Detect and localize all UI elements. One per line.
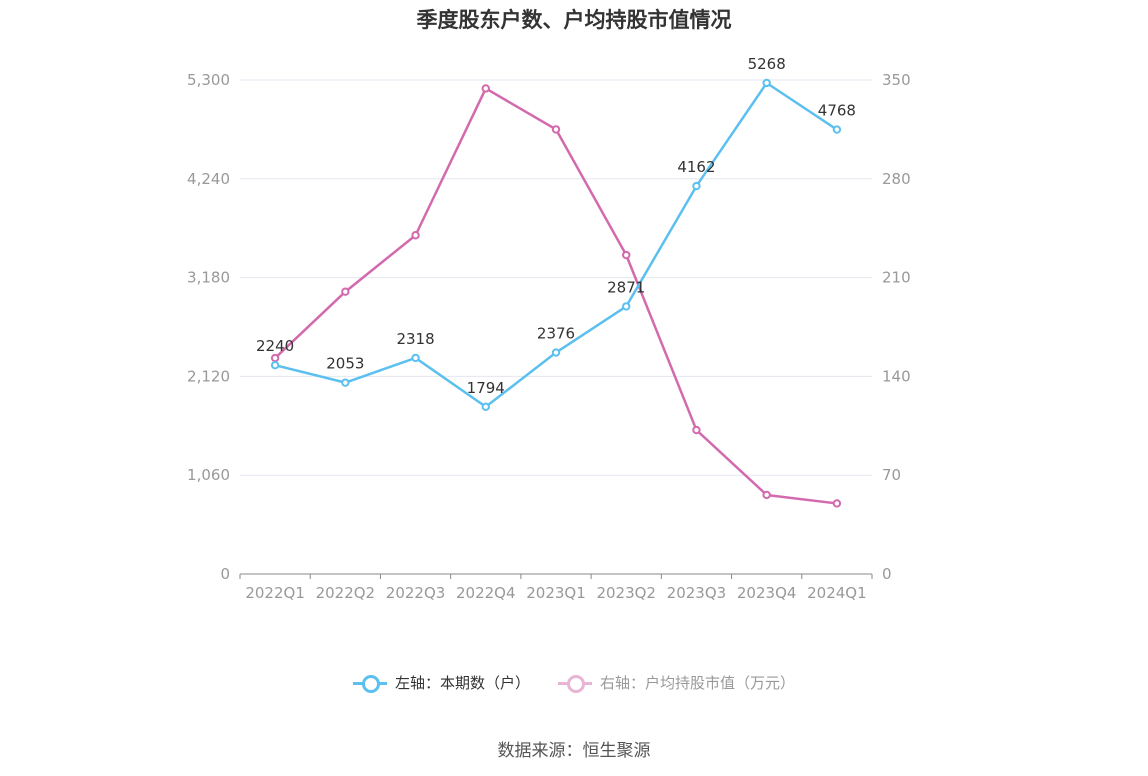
right-axis-tick-label: 280 [882,170,911,188]
right-axis-tick-label: 0 [882,565,892,583]
left-series-point [762,78,771,88]
data-labels: 2240 2053 2318 1794 2376 2871 4162 5268 4768 [256,55,856,397]
left-axis-tick-label: 4,240 [187,170,230,188]
left-axis-tick-label: 2,120 [187,367,230,385]
left-series-point [622,302,631,311]
left-series-point [692,181,701,191]
data-label: 2053 [326,355,364,373]
right-series-point [551,125,561,134]
legend: 左轴：本期数（户） 右轴：户均持股市值（万元） [0,672,1148,693]
legend-right-marker-icon [558,674,592,693]
data-label: 4162 [677,158,715,176]
right-axis-tick-label: 70 [882,466,901,484]
x-axis-tick-label: 2022Q2 [316,584,376,602]
axes: 0 0 1,060 70 2,120 140 3,180 210 4,240 280 5,300 35… [187,71,911,602]
right-series-point [622,250,631,260]
data-source: 数据来源：恒生聚源 [497,741,651,761]
right-axis-tick-label: 140 [882,367,911,385]
legend-right-label: 右轴：户均持股市值（万元） [600,674,796,692]
chart-title: 季度股东户数、户均持股市值情况 [416,8,732,32]
right-series-point [411,231,420,240]
legend-left-marker-icon [352,674,387,693]
data-label: 2318 [396,330,434,348]
x-axis-tick-label: 2023Q4 [737,584,797,602]
right-series-line [274,87,838,505]
x-axis-tick-label: 2022Q3 [386,584,446,602]
left-series-point [270,361,280,370]
right-series-point [692,425,701,435]
left-axis-tick-label: 3,180 [187,269,230,287]
x-axis-tick-label: 2022Q4 [456,584,516,602]
x-axis-tick-label: 2023Q3 [667,584,727,602]
left-axis-tick-label: 5,300 [187,71,230,89]
right-series-point [270,353,280,363]
left-axis-tick-label: 0 [220,565,230,583]
right-series-point [341,287,350,296]
right-series-point [481,84,490,93]
left-series-point [341,378,350,387]
legend-item-left-axis[interactable]: 左轴：本期数（户） [352,672,530,693]
left-series-point [832,125,842,134]
right-axis-tick-label: 350 [882,71,911,89]
left-series-point [551,348,561,357]
left-series-point [411,353,420,363]
series-layer [270,78,842,508]
data-label: 1794 [467,379,505,397]
data-label: 4768 [818,102,856,120]
x-axis-tick-label: 2022Q1 [245,584,305,602]
x-axis-tick-label: 2023Q1 [526,584,586,602]
legend-left-label: 左轴：本期数（户） [394,674,530,692]
right-axis-tick-label: 210 [882,269,911,287]
left-series-point [481,402,490,411]
x-axis-tick-label: 2023Q2 [596,584,656,602]
data-label: 5268 [748,55,786,73]
data-label: 2871 [607,278,645,296]
data-label: 2240 [256,337,294,355]
legend-item-right-axis[interactable]: 右轴：户均持股市值（万元） [558,672,795,693]
grid-lines [240,79,872,476]
right-series-point [832,499,842,508]
left-axis-tick-label: 1,060 [187,466,230,484]
data-label: 2376 [537,325,575,343]
x-axis-tick-label: 2024Q1 [807,584,867,602]
right-series-point [762,490,771,500]
